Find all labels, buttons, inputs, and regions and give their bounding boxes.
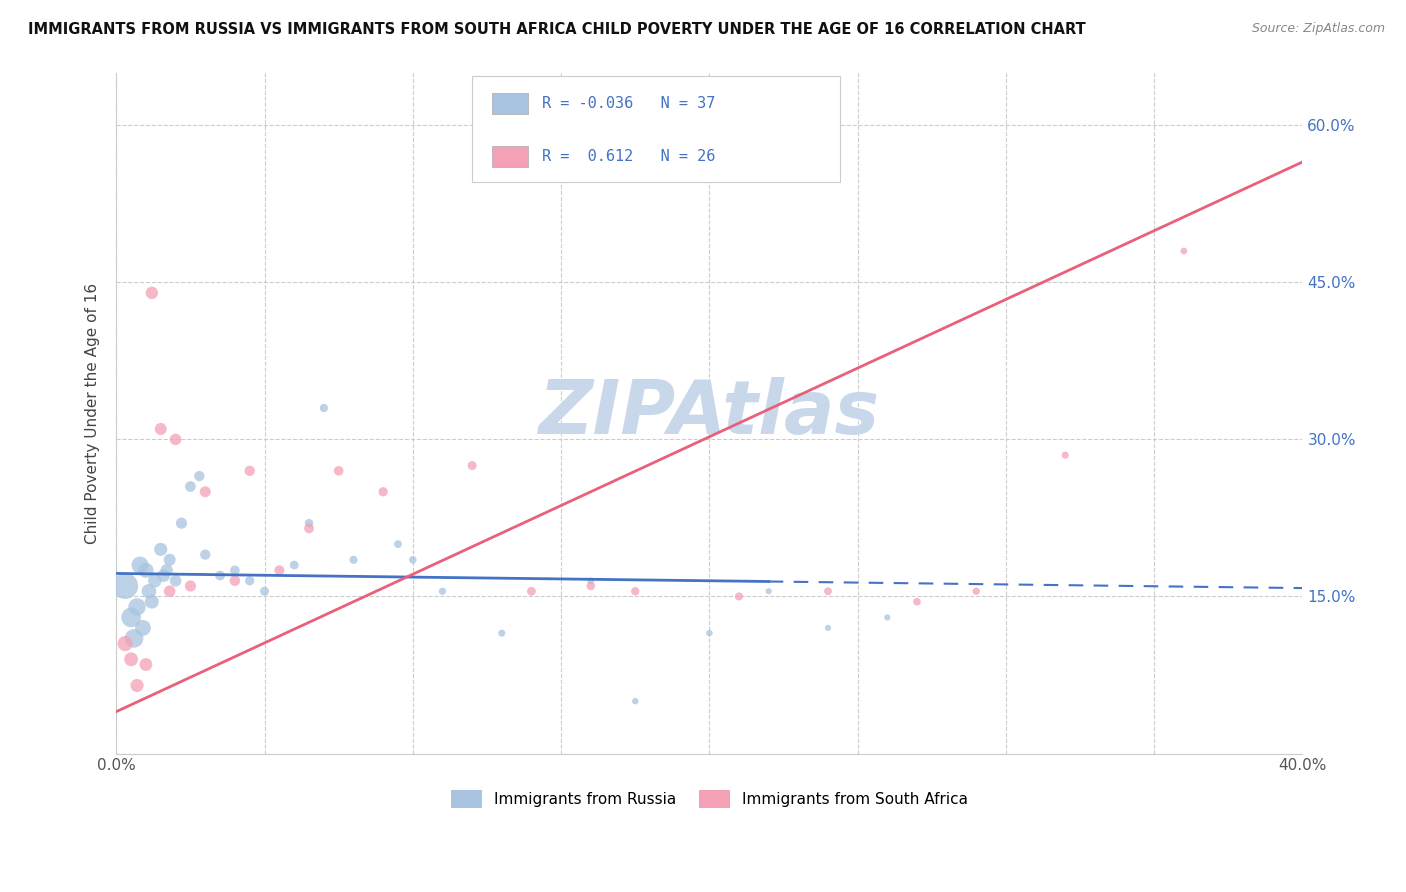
FancyBboxPatch shape bbox=[492, 94, 527, 114]
Point bbox=[239, 574, 262, 588]
Point bbox=[129, 558, 152, 572]
Point bbox=[179, 579, 201, 593]
Point bbox=[194, 484, 217, 499]
FancyBboxPatch shape bbox=[492, 146, 527, 167]
Point bbox=[373, 484, 395, 499]
Y-axis label: Child Poverty Under the Age of 16: Child Poverty Under the Age of 16 bbox=[86, 283, 100, 544]
Point bbox=[1173, 244, 1195, 258]
Point bbox=[387, 537, 409, 551]
Point bbox=[328, 464, 350, 478]
Point bbox=[143, 574, 166, 588]
Text: Source: ZipAtlas.com: Source: ZipAtlas.com bbox=[1251, 22, 1385, 36]
Point bbox=[152, 568, 174, 582]
Legend: Immigrants from Russia, Immigrants from South Africa: Immigrants from Russia, Immigrants from … bbox=[444, 784, 974, 814]
Point bbox=[402, 553, 425, 567]
Point bbox=[125, 678, 148, 692]
Point bbox=[224, 563, 246, 577]
Point bbox=[149, 422, 172, 436]
Point bbox=[122, 632, 145, 646]
Point bbox=[209, 568, 232, 582]
Point bbox=[132, 621, 155, 635]
Point bbox=[298, 516, 321, 531]
Point bbox=[188, 469, 211, 483]
Point bbox=[579, 574, 602, 588]
Point bbox=[159, 584, 181, 599]
Point bbox=[298, 521, 321, 535]
Point bbox=[159, 553, 181, 567]
Point bbox=[491, 626, 513, 640]
Point bbox=[432, 584, 454, 599]
Point bbox=[817, 621, 839, 635]
Point bbox=[141, 285, 163, 300]
Text: R =  0.612   N = 26: R = 0.612 N = 26 bbox=[543, 149, 716, 164]
Point bbox=[624, 694, 647, 708]
Point bbox=[224, 574, 246, 588]
Point bbox=[283, 558, 305, 572]
Point bbox=[141, 595, 163, 609]
Point bbox=[120, 610, 142, 624]
Point bbox=[156, 563, 179, 577]
Point bbox=[876, 610, 898, 624]
Point bbox=[758, 584, 780, 599]
Text: R = -0.036   N = 37: R = -0.036 N = 37 bbox=[543, 96, 716, 112]
Point bbox=[817, 584, 839, 599]
Point bbox=[135, 563, 157, 577]
FancyBboxPatch shape bbox=[472, 77, 839, 182]
Point bbox=[138, 584, 160, 599]
Point bbox=[461, 458, 484, 473]
Point bbox=[125, 599, 148, 614]
Point bbox=[114, 637, 136, 651]
Point bbox=[120, 652, 142, 666]
Point bbox=[179, 479, 201, 493]
Point bbox=[699, 626, 721, 640]
Point bbox=[269, 563, 291, 577]
Point bbox=[312, 401, 335, 415]
Text: IMMIGRANTS FROM RUSSIA VS IMMIGRANTS FROM SOUTH AFRICA CHILD POVERTY UNDER THE A: IMMIGRANTS FROM RUSSIA VS IMMIGRANTS FRO… bbox=[28, 22, 1085, 37]
Point bbox=[135, 657, 157, 672]
Point bbox=[342, 553, 364, 567]
Point bbox=[165, 574, 187, 588]
Point bbox=[965, 584, 987, 599]
Point bbox=[194, 548, 217, 562]
Point bbox=[253, 584, 276, 599]
Point bbox=[624, 584, 647, 599]
Text: ZIPAtlas: ZIPAtlas bbox=[538, 376, 880, 450]
Point bbox=[1054, 448, 1077, 462]
Point bbox=[579, 579, 602, 593]
Point bbox=[239, 464, 262, 478]
Point bbox=[165, 433, 187, 447]
Point bbox=[149, 542, 172, 557]
Point bbox=[170, 516, 193, 531]
Point bbox=[520, 584, 543, 599]
Point bbox=[114, 579, 136, 593]
Point bbox=[905, 595, 928, 609]
Point bbox=[728, 590, 751, 604]
